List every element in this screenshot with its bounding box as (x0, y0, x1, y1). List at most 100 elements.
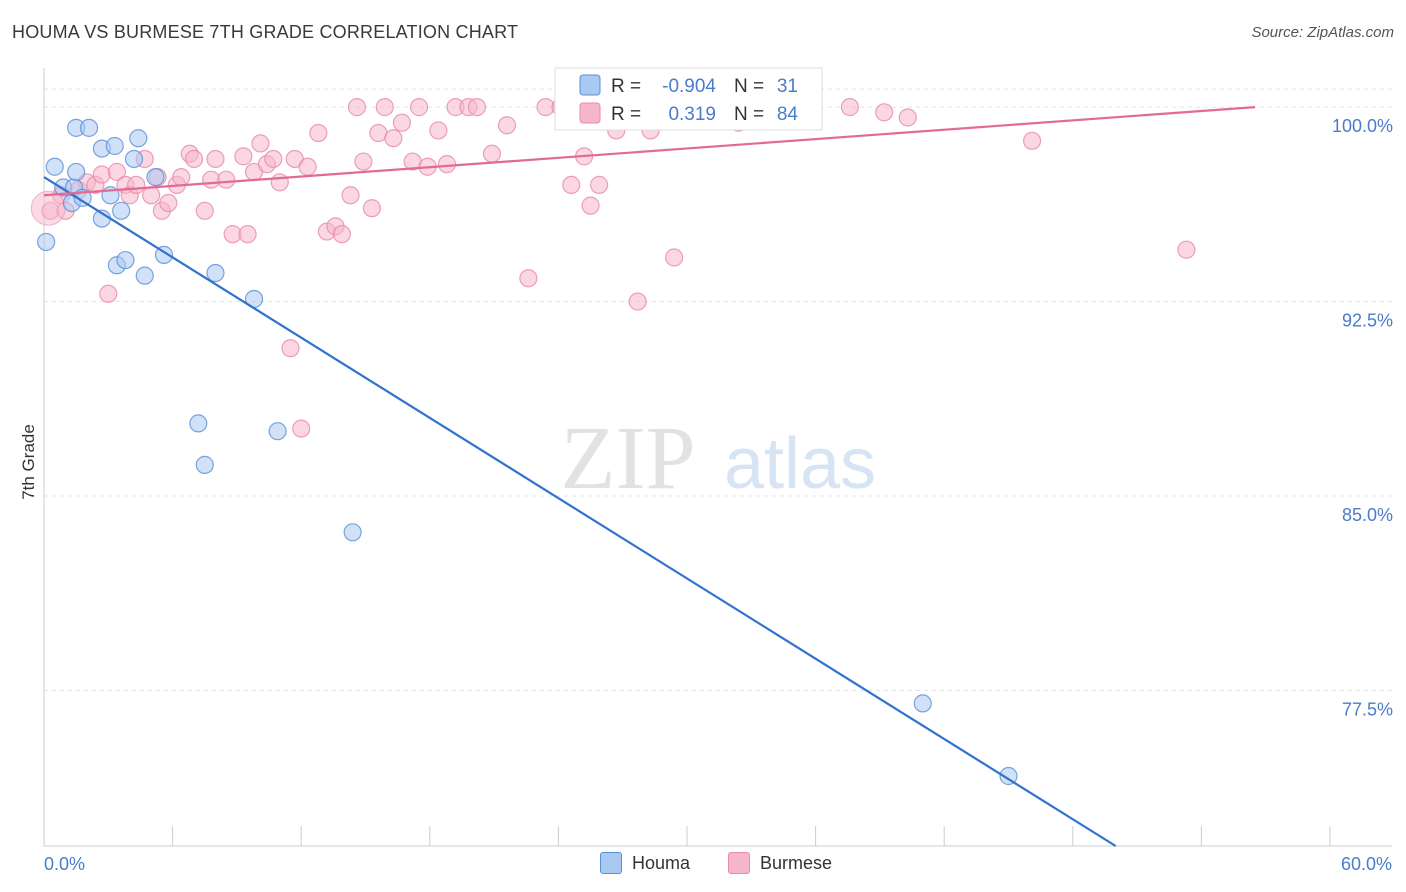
burmese-point (292, 419, 311, 438)
burmese-point (281, 339, 300, 358)
burmese-point (665, 248, 684, 267)
legend-houma-swatch (579, 74, 601, 96)
burmese-trend-line (43, 106, 1256, 197)
burmese-point (384, 129, 403, 148)
burmese-point (497, 116, 517, 135)
bottom-legend: Houma Burmese (0, 852, 1406, 878)
burmese-point (142, 186, 161, 205)
houma-point (45, 157, 64, 176)
burmese-point (195, 201, 214, 220)
houma-point (195, 455, 214, 474)
x-tick-labels: 0.0% 60.0% (44, 854, 1392, 874)
burmese-point (332, 225, 352, 244)
houma-point (129, 129, 148, 148)
burmese-point (437, 155, 457, 174)
houma-point (189, 414, 208, 433)
burmese-point (362, 199, 382, 218)
houma-point (116, 250, 135, 270)
y-tick-label: 77.5% (1342, 699, 1393, 719)
houma-point (206, 263, 225, 283)
burmese-swatch (728, 852, 750, 874)
burmese-point (392, 113, 412, 132)
burmese-point (270, 173, 289, 192)
houma-point (343, 523, 362, 542)
x-tick-label: 0.0% (44, 854, 85, 874)
legend-burmese-r-value: 0.319 (668, 104, 716, 125)
burmese-point (107, 162, 126, 182)
burmese-point (298, 157, 317, 176)
burmese-point (159, 193, 178, 213)
burmese-point (482, 144, 502, 163)
houma-point (37, 232, 56, 252)
burmese-point (590, 175, 609, 194)
burmese-point (375, 98, 394, 117)
burmese-point (127, 175, 146, 194)
houma-point (913, 694, 932, 713)
axes (43, 68, 1392, 847)
houma-point (124, 149, 144, 169)
burmese-point (1022, 131, 1042, 150)
houma-trend-line (43, 176, 1117, 847)
houma-point (112, 201, 131, 220)
legend-houma-r-label: R = (611, 76, 641, 97)
burmese-point (409, 98, 429, 117)
legend-box: R = -0.904 N = 31 R = 0.319 N = 84 (554, 67, 823, 131)
legend-item-houma: Houma (600, 852, 690, 874)
legend-houma-n-label: N = (734, 76, 764, 97)
burmese-point (217, 170, 236, 189)
y-tick-label: 100.0% (1332, 116, 1393, 136)
burmese-point (234, 147, 253, 166)
y-tick-labels: 100.0% 92.5% 85.0% 77.5% (1332, 116, 1393, 719)
houma-point (67, 162, 86, 182)
burmese-point (206, 149, 225, 169)
houma-swatch (600, 852, 622, 874)
houma-points (37, 118, 1018, 786)
burmese-point (840, 98, 859, 117)
houma-point (146, 168, 165, 187)
y-axis-label: 7th Grade (19, 424, 38, 500)
legend-burmese-n-value: 84 (777, 104, 799, 125)
legend-houma-n-value: 31 (777, 76, 798, 97)
houma-point (79, 118, 99, 137)
x-tick-label: 60.0% (1341, 854, 1392, 874)
y-tick-label: 92.5% (1342, 311, 1393, 331)
legend-burmese-swatch (579, 102, 601, 124)
burmese-point (581, 196, 600, 215)
houma-point (105, 136, 124, 156)
houma-point (268, 422, 287, 441)
burmese-point (354, 152, 373, 171)
burmese-point (347, 98, 367, 117)
burmese-point (341, 186, 360, 205)
burmese-legend-label: Burmese (760, 852, 833, 873)
burmese-point (238, 225, 257, 244)
burmese-point (898, 108, 917, 127)
houma-point (999, 766, 1018, 786)
burmese-points (30, 98, 1196, 438)
legend-burmese-r-label: R = (611, 104, 641, 125)
burmese-point (309, 123, 328, 143)
burmese-point (519, 269, 538, 288)
trend-lines (43, 106, 1256, 847)
watermark: ZIP atlas (561, 409, 877, 508)
burmese-point (1177, 240, 1196, 259)
burmese-point (628, 292, 647, 311)
burmese-point (172, 168, 191, 187)
legend-item-burmese: Burmese (728, 852, 832, 874)
burmese-point (875, 103, 894, 122)
grid-lines (44, 88, 1392, 691)
houma-point (135, 266, 154, 285)
source-label: Source: ZipAtlas.com (1251, 24, 1394, 41)
burmese-point (562, 175, 581, 194)
burmese-point (99, 284, 118, 303)
watermark-zip: ZIP (561, 409, 696, 508)
y-tick-label: 85.0% (1342, 505, 1393, 525)
burmese-point (184, 149, 204, 169)
burmese-point (467, 98, 487, 117)
burmese-point (429, 121, 448, 140)
legend-houma-r-value: -0.904 (662, 76, 716, 97)
chart-title: HOUMA VS BURMESE 7TH GRADE CORRELATION C… (12, 22, 519, 42)
legend-burmese-n-label: N = (734, 104, 764, 125)
burmese-point (264, 149, 283, 169)
houma-legend-label: Houma (632, 852, 691, 873)
